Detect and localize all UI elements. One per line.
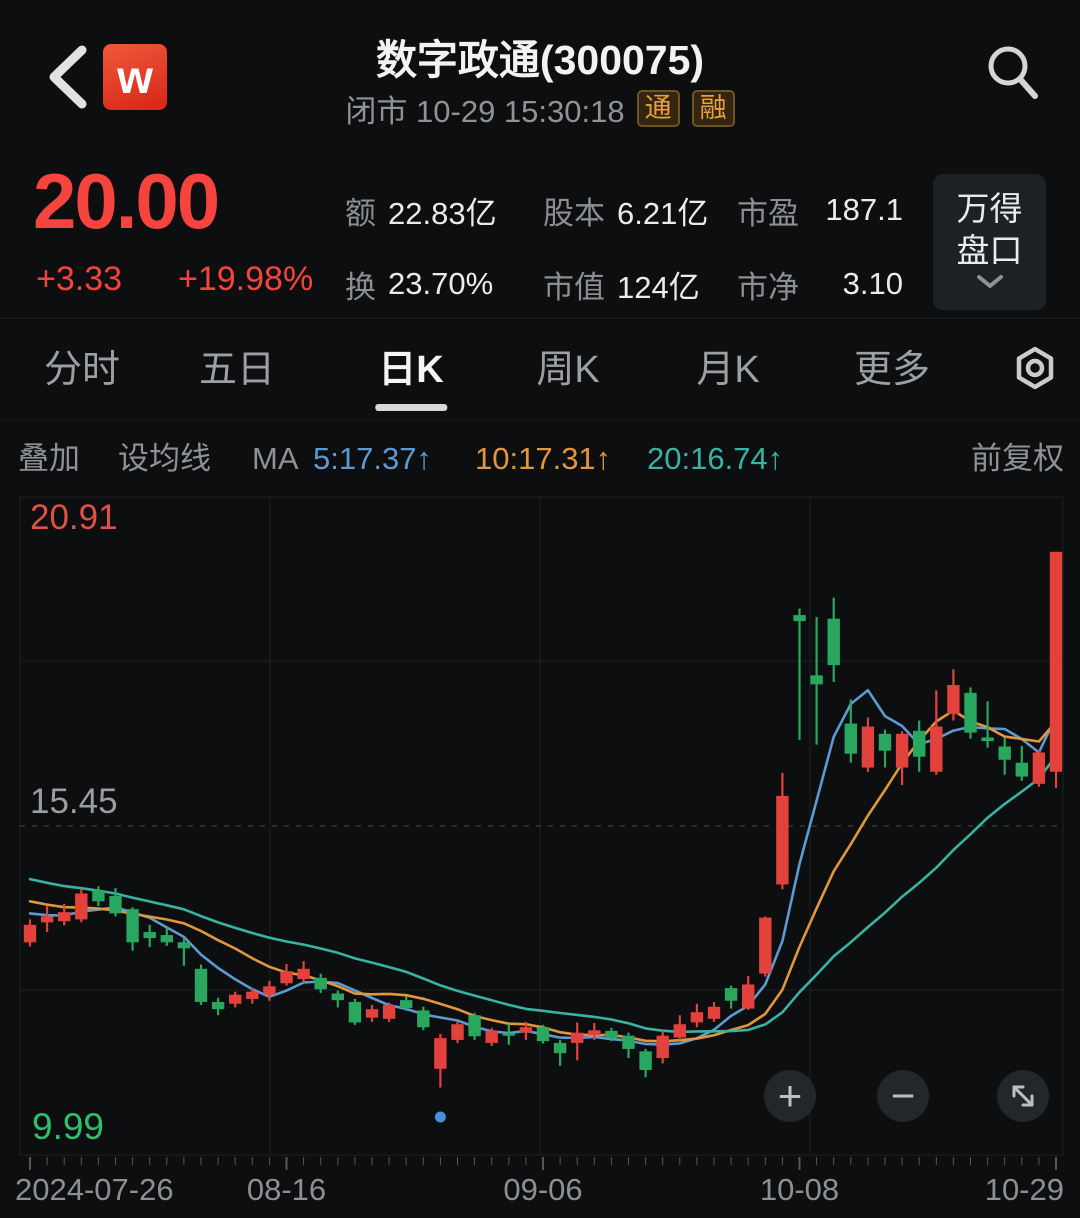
x-axis-label: 2024-07-26: [15, 1172, 174, 1207]
search-icon[interactable]: [980, 40, 1044, 104]
x-axis-label: 09-06: [503, 1172, 583, 1207]
y-axis-min-label: 9.99: [32, 1106, 105, 1147]
adjust-mode-button[interactable]: 前复权: [971, 441, 1064, 476]
zoom-out-button[interactable]: −: [877, 1070, 929, 1122]
tab-more[interactable]: 更多: [853, 349, 931, 391]
expand-icon: [1012, 1085, 1034, 1107]
tab-minute[interactable]: 分时: [43, 349, 121, 391]
market-status-text: 闭市 10-29 15:30:18: [345, 94, 625, 129]
price-change-pct: +19.98%: [178, 260, 314, 298]
wind-logo: w: [103, 44, 167, 110]
minus-icon: −: [890, 1072, 916, 1119]
stat-turnover-amount: 额 22.83亿: [345, 195, 497, 231]
stat-pe-ratio: 市盈 187.1: [737, 192, 903, 231]
market-status-row: 闭市 10-29 15:30:18 通 融: [0, 86, 1080, 131]
stat-turnover-rate: 换 23.70%: [345, 266, 494, 305]
tab-monthly-k[interactable]: 月K: [696, 349, 760, 391]
tab-weekly-k[interactable]: 周K: [536, 349, 600, 391]
y-axis-mid-label: 15.45: [30, 782, 118, 821]
chevron-down-icon: [976, 275, 1003, 288]
ma5-value: 5:17.37↑: [313, 441, 432, 476]
overlay-button[interactable]: 叠加: [18, 441, 80, 476]
stat-market-cap: 市值 124亿: [543, 269, 700, 305]
page-title: 数字政通(300075): [375, 37, 705, 83]
zoom-in-button[interactable]: +: [764, 1070, 816, 1122]
badge-tong: 通: [636, 89, 680, 128]
x-axis-label: 10-29: [984, 1172, 1064, 1207]
last-price: 20.00: [33, 157, 220, 245]
tab-5day[interactable]: 五日: [198, 349, 276, 391]
badge-rong: 融: [691, 89, 735, 128]
stat-pb-ratio: 市净 3.10: [737, 266, 903, 305]
ma20-value: 20:16.74↑: [647, 441, 784, 476]
tab-daily-k[interactable]: 日K: [374, 340, 447, 411]
stat-share-capital: 股本 6.21亿: [543, 195, 709, 231]
fullscreen-button[interactable]: [997, 1070, 1049, 1122]
wind-logo-letter: w: [117, 51, 153, 103]
price-change: +3.33: [36, 260, 123, 298]
ma-legend-label: MA: [252, 441, 299, 476]
ma10-value: 10:17.31↑: [475, 441, 612, 476]
y-axis-max-label: 20.91: [30, 498, 118, 537]
back-icon[interactable]: [44, 44, 92, 110]
divider: [0, 318, 1080, 319]
x-axis-label: 10-08: [759, 1172, 840, 1207]
divider: [0, 420, 1080, 421]
indicator-settings-icon[interactable]: [1011, 344, 1059, 392]
wind-order-book-button[interactable]: 万得 盘口: [933, 174, 1046, 310]
set-ma-button[interactable]: 设均线: [118, 441, 211, 476]
x-axis-label: 08-16: [246, 1172, 327, 1207]
plus-icon: +: [777, 1072, 803, 1119]
